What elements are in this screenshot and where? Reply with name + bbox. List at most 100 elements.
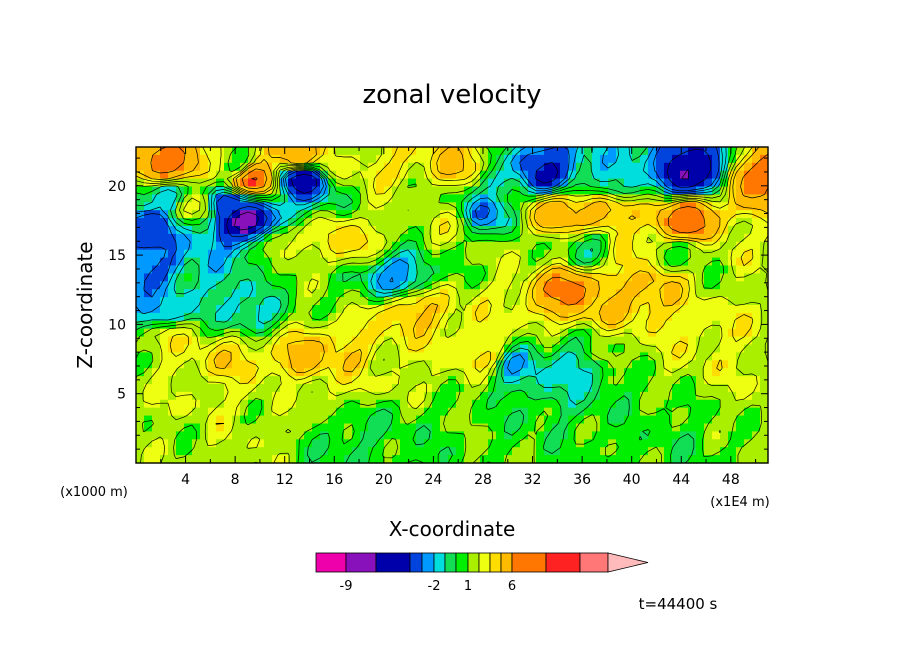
- heatmap-cell: [728, 154, 737, 164]
- heatmap-cell: [168, 399, 177, 409]
- heatmap-cell: [200, 170, 209, 180]
- heatmap-cell: [704, 297, 713, 306]
- heatmap-cell: [192, 186, 201, 195]
- heatmap-cell: [704, 376, 713, 385]
- heatmap-cell: [480, 368, 489, 377]
- heatmap-cell: [464, 226, 473, 235]
- heatmap-cell: [632, 399, 641, 409]
- heatmap-cell: [256, 336, 265, 346]
- x-axis-title: X-coordinate: [389, 517, 516, 541]
- heatmap-cell: [152, 154, 161, 164]
- heatmap-cell: [352, 447, 361, 456]
- heatmap-cell: [400, 273, 409, 282]
- heatmap-cell: [336, 344, 345, 353]
- heatmap-cell: [480, 447, 489, 456]
- heatmap-cell: [520, 233, 529, 243]
- heatmap-cell: [400, 233, 409, 243]
- heatmap-cell: [296, 249, 305, 259]
- heatmap-cell: [144, 305, 153, 314]
- heatmap-cell: [544, 360, 553, 369]
- heatmap-cell: [336, 439, 345, 448]
- heatmap-cell: [664, 376, 673, 385]
- heatmap-cell: [552, 447, 561, 456]
- heatmap-cell: [312, 289, 321, 298]
- heatmap-cell: [152, 281, 161, 290]
- heatmap-cell: [416, 154, 425, 164]
- heatmap-cell: [240, 147, 249, 156]
- heatmap-cell: [744, 210, 753, 219]
- heatmap-cell: [408, 186, 417, 195]
- heatmap-cell: [136, 289, 145, 298]
- heatmap-cell: [392, 241, 401, 251]
- heatmap-cell: [624, 415, 633, 425]
- heatmap-cell: [400, 391, 409, 401]
- heatmap-cell: [504, 265, 513, 274]
- heatmap-cell: [328, 210, 337, 219]
- heatmap-cell: [296, 218, 305, 227]
- heatmap-cell: [600, 305, 609, 314]
- heatmap-cell: [496, 289, 505, 298]
- heatmap-cell: [272, 415, 281, 425]
- heatmap-cell: [496, 170, 505, 180]
- heatmap-cell: [688, 312, 697, 322]
- heatmap-cell: [488, 328, 497, 338]
- heatmap-cell: [456, 384, 465, 393]
- heatmap-cell: [656, 273, 665, 282]
- heatmap-cell: [680, 241, 689, 251]
- heatmap-cell: [248, 147, 257, 156]
- heatmap-cell: [664, 360, 673, 369]
- heatmap-cell: [184, 431, 193, 440]
- heatmap-cell: [496, 210, 505, 219]
- heatmap-cell: [648, 328, 657, 338]
- heatmap-cell: [176, 249, 185, 259]
- heatmap-cell: [664, 249, 673, 259]
- heatmap-cell: [344, 265, 353, 274]
- heatmap-cell: [224, 170, 233, 180]
- heatmap-cell: [152, 360, 161, 369]
- heatmap-cell: [360, 194, 369, 203]
- heatmap-cell: [424, 312, 433, 322]
- heatmap-cell: [600, 202, 609, 211]
- heatmap-cell: [760, 170, 769, 180]
- heatmap-cell: [312, 320, 321, 330]
- heatmap-cell: [600, 226, 609, 235]
- heatmap-cell: [136, 273, 145, 282]
- heatmap-cell: [544, 241, 553, 251]
- heatmap-cell: [576, 447, 585, 456]
- heatmap-cell: [360, 431, 369, 440]
- heatmap-cell: [384, 210, 393, 219]
- heatmap-cell: [424, 391, 433, 401]
- heatmap-cell: [320, 257, 329, 267]
- heatmap-cell: [296, 305, 305, 314]
- heatmap-cell: [384, 360, 393, 369]
- heatmap-cell: [640, 218, 649, 227]
- heatmap-cell: [192, 233, 201, 243]
- heatmap-cell: [488, 273, 497, 282]
- heatmap-cell: [648, 257, 657, 267]
- heatmap-cell: [256, 170, 265, 180]
- heatmap-cell: [176, 162, 185, 172]
- y-axis-unit: (x1000 m): [60, 485, 128, 500]
- heatmap-cell: [648, 344, 657, 353]
- heatmap-cell: [552, 265, 561, 274]
- colorbar-swatch: [409, 552, 423, 573]
- heatmap-cell: [720, 431, 729, 440]
- heatmap-cell: [208, 186, 217, 195]
- heatmap-cell: [200, 305, 209, 314]
- heatmap-cell: [320, 249, 329, 259]
- heatmap-cell: [512, 289, 521, 298]
- heatmap-cell: [392, 407, 401, 417]
- heatmap-cell: [656, 178, 665, 188]
- heatmap-cell: [744, 407, 753, 417]
- heatmap-cell: [552, 431, 561, 440]
- heatmap-cell: [576, 399, 585, 409]
- heatmap-cell: [176, 312, 185, 322]
- heatmap-cell: [720, 249, 729, 259]
- heatmap-cell: [568, 376, 577, 385]
- colorbar-swatch: [375, 552, 411, 573]
- heatmap-cell: [152, 162, 161, 172]
- heatmap-cell: [648, 273, 657, 282]
- heatmap-cell: [472, 186, 481, 195]
- heatmap-cell: [352, 281, 361, 290]
- heatmap-cell: [472, 455, 481, 464]
